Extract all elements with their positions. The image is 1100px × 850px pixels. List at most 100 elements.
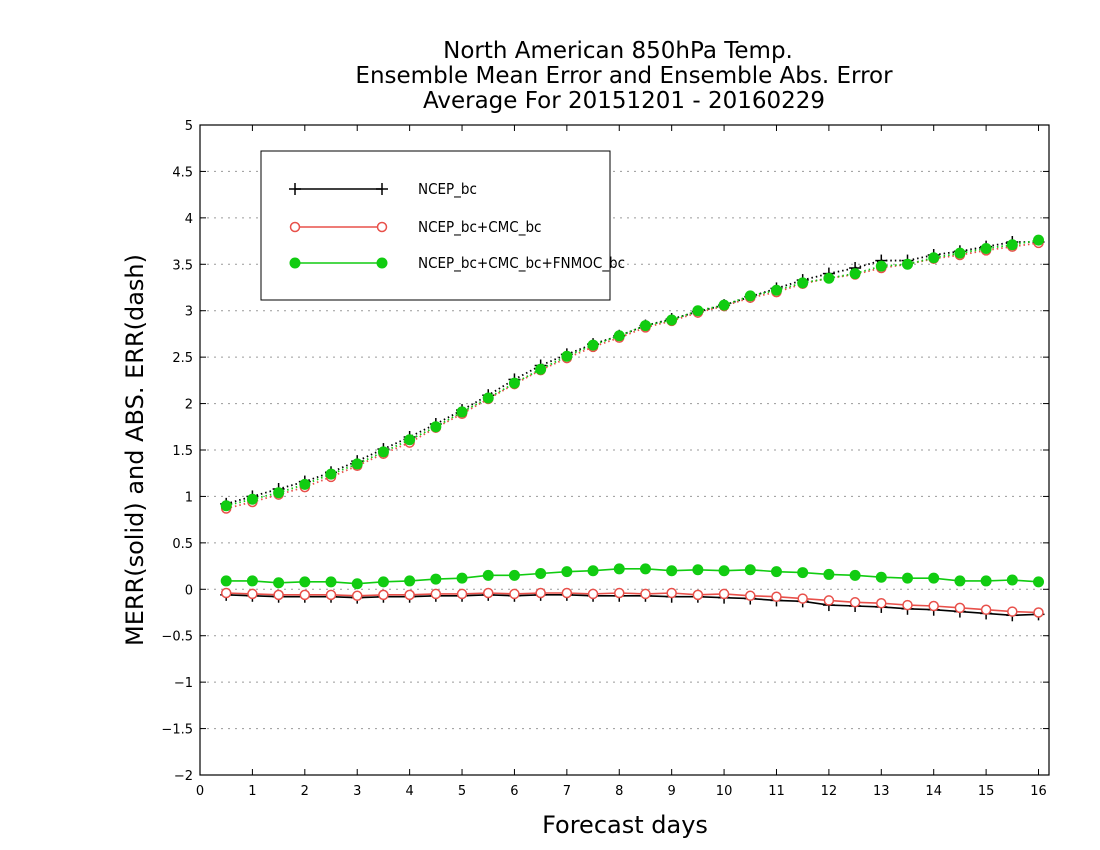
abserr-point	[1006, 239, 1018, 251]
merr-point	[561, 566, 573, 578]
abserr-point	[351, 458, 363, 470]
legend-marker	[376, 183, 388, 195]
abserr-point	[587, 339, 599, 351]
abserr-point	[377, 446, 389, 458]
legend-marker	[376, 221, 388, 233]
merr-point	[351, 578, 363, 590]
merr-point	[325, 576, 337, 588]
merr-point	[299, 589, 311, 601]
merr-point	[666, 565, 678, 577]
legend-label: NCEP_bc+CMC_bc+FNMOC_bc	[418, 254, 625, 273]
legend-box	[260, 150, 611, 301]
merr-point	[849, 569, 861, 581]
merr-point	[928, 572, 940, 584]
merr-point	[718, 588, 730, 600]
abserr-point	[744, 290, 756, 302]
x-tick-label: 16	[1030, 784, 1047, 799]
y-tick-label: 4.5	[172, 165, 193, 180]
abserr-point	[246, 493, 258, 505]
abserr-point	[220, 500, 232, 512]
merr-point	[430, 573, 442, 585]
abserr-point	[1033, 234, 1045, 246]
abserr-point	[299, 478, 311, 490]
x-tick-label: 7	[563, 784, 571, 799]
merr-point	[1033, 576, 1045, 588]
grid-lines	[200, 170, 1049, 730]
y-tick-label: 0.5	[172, 537, 193, 552]
merr-point	[692, 589, 704, 601]
abserr-point	[797, 277, 809, 289]
merr-line	[226, 568, 1039, 585]
abserr-point	[902, 258, 913, 270]
merr-point	[273, 577, 285, 589]
abserr-point	[508, 377, 520, 389]
series-3	[220, 234, 1045, 590]
abserr-point	[823, 272, 835, 284]
x-tick-label: 12	[821, 784, 838, 799]
merr-point	[456, 572, 468, 584]
legend-label: NCEP_bc	[418, 180, 477, 199]
merr-point	[587, 565, 599, 577]
merr-point	[509, 588, 520, 600]
merr-point	[954, 575, 966, 587]
merr-point	[823, 595, 835, 606]
title-line-2: Ensemble Mean Error and Ensemble Abs. Er…	[355, 63, 893, 89]
merr-point	[640, 588, 651, 600]
merr-point	[404, 589, 415, 601]
y-tick-label: 3	[185, 305, 193, 320]
merr-point	[797, 593, 808, 604]
y-tick-label: 4	[185, 212, 193, 227]
legend-item-1: NCEP_bc	[289, 180, 477, 199]
merr-point	[587, 588, 599, 600]
x-tick-label: 15	[978, 784, 995, 799]
abserr-point	[666, 314, 678, 326]
abserr-point	[954, 247, 966, 259]
x-tick-label: 5	[458, 784, 466, 799]
chart-title: North American 850hPa Temp. Ensemble Mea…	[355, 38, 893, 114]
x-tick-label: 10	[716, 784, 733, 799]
axes: −2−1.5−1−0.500.511.522.533.544.550 1 2 3 4 5 6…	[161, 119, 1049, 799]
abserr-point	[482, 392, 494, 404]
y-axis-label: MERR(solid) and ABS. ERR(dash)	[121, 254, 149, 646]
merr-point	[351, 590, 363, 602]
merr-point	[404, 575, 416, 587]
merr-point	[954, 602, 966, 614]
abserr-point	[875, 260, 887, 272]
y-tick-label: 5	[185, 119, 193, 134]
abserr-point	[770, 284, 782, 296]
abserr-point	[456, 406, 468, 418]
merr-point	[246, 575, 258, 587]
merr-point	[902, 599, 913, 611]
merr-point	[325, 589, 337, 601]
x-tick-label: 14	[925, 784, 942, 799]
merr-point	[902, 572, 913, 584]
abserr-point	[325, 468, 337, 480]
merr-point	[482, 569, 494, 581]
merr-point	[456, 588, 468, 600]
legend-item-2: NCEP_bc+CMC_bc	[289, 218, 541, 237]
abserr-point	[692, 305, 704, 317]
x-tick-label: 2	[301, 784, 309, 799]
merr-point	[770, 566, 782, 578]
x-tick-label: 11	[768, 784, 785, 799]
x-tick-label: 6	[510, 784, 518, 799]
y-tick-label: 3.5	[172, 258, 193, 273]
legend-marker	[289, 221, 301, 233]
merr-point	[430, 588, 442, 600]
legend-marker	[376, 257, 388, 269]
merr-point	[508, 569, 520, 581]
merr-point	[535, 568, 547, 579]
merr-point	[876, 597, 887, 609]
legend: NCEP_bc NCEP_bc+CMC_bc NCEP_bc+CMC_bc+FNMO…	[260, 150, 625, 301]
abserr-point	[613, 330, 625, 342]
abserr-point	[639, 320, 651, 332]
merr-point	[745, 590, 756, 602]
x-tick-label: 3	[353, 784, 361, 799]
merr-point	[980, 575, 992, 587]
merr-point	[744, 564, 756, 576]
merr-point	[823, 568, 835, 580]
y-tick-label: 2	[185, 398, 193, 413]
merr-point	[220, 587, 232, 599]
merr-point	[247, 588, 258, 600]
